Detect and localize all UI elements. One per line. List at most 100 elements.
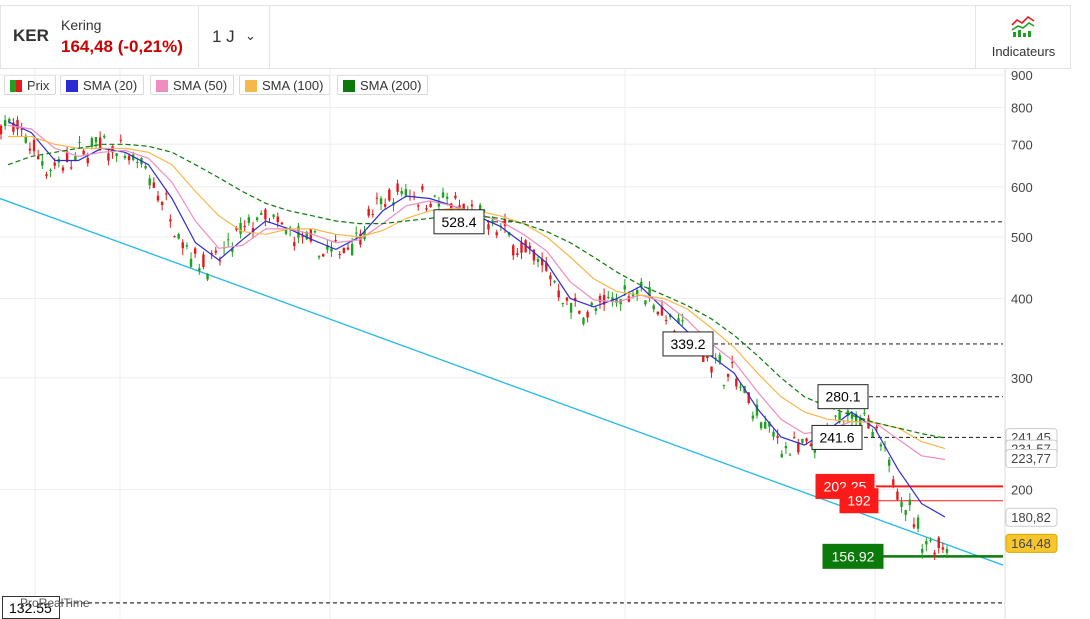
price-candle bbox=[640, 281, 643, 288]
price-candle bbox=[425, 208, 428, 210]
price-candle bbox=[193, 248, 197, 254]
price-candle bbox=[210, 253, 213, 255]
price-candle bbox=[12, 122, 15, 132]
price-candle bbox=[94, 137, 98, 143]
price-candle bbox=[751, 415, 755, 419]
period-selector[interactable]: 1 J bbox=[212, 27, 235, 46]
price-candle bbox=[735, 378, 738, 387]
price-candle bbox=[243, 225, 246, 228]
price-candle bbox=[165, 193, 168, 195]
price-candle bbox=[284, 228, 288, 234]
ticker-symbol[interactable]: KER bbox=[13, 26, 49, 45]
level-label-box bbox=[817, 384, 869, 410]
price-candle bbox=[768, 421, 771, 427]
axis-badge-text: 180,82 bbox=[1011, 510, 1051, 525]
y-tick-label: 200 bbox=[1011, 482, 1033, 497]
price-candle bbox=[797, 442, 800, 453]
price-candle bbox=[49, 169, 52, 171]
price-candle bbox=[334, 239, 337, 242]
price-candle bbox=[260, 212, 263, 215]
price-candle bbox=[322, 253, 325, 257]
price-candle bbox=[218, 260, 222, 262]
indicators-button[interactable]: Indicateurs bbox=[976, 6, 1071, 68]
y-tick-label: 400 bbox=[1011, 292, 1033, 307]
price-candle bbox=[598, 295, 602, 303]
y-tick-label: 700 bbox=[1011, 137, 1033, 152]
price-candle bbox=[301, 236, 304, 238]
chevron-down-icon[interactable]: ⌄ bbox=[245, 28, 256, 43]
axis-badge-text: 164,48 bbox=[1011, 536, 1051, 551]
legend-item-sma100[interactable]: SMA (100) bbox=[239, 75, 331, 95]
price-candle bbox=[152, 182, 156, 188]
price-candle bbox=[177, 234, 180, 239]
price-candle bbox=[247, 217, 251, 223]
price-candle bbox=[739, 386, 742, 388]
price-candle bbox=[342, 247, 346, 254]
level-label-box bbox=[822, 543, 884, 569]
sma-line-3 bbox=[7, 143, 946, 439]
price-candle bbox=[0, 125, 3, 135]
price-candle bbox=[941, 547, 945, 550]
price-candle bbox=[726, 373, 730, 377]
sma20-swatch bbox=[66, 80, 78, 92]
price-candle bbox=[512, 245, 515, 256]
price-candle bbox=[536, 259, 540, 262]
price-candle bbox=[127, 155, 131, 161]
price-candle bbox=[792, 437, 796, 439]
divider bbox=[975, 6, 976, 68]
price-candle bbox=[772, 431, 775, 437]
price-candle bbox=[454, 195, 457, 199]
price-candle bbox=[805, 438, 808, 442]
price-candle bbox=[710, 366, 713, 373]
level-label-text: 241.6 bbox=[819, 429, 854, 445]
price-candle bbox=[185, 245, 189, 247]
price-candle bbox=[635, 289, 639, 296]
price-candle bbox=[681, 320, 684, 322]
price-candle bbox=[706, 356, 709, 359]
price-candle bbox=[755, 404, 759, 416]
sma200-swatch bbox=[343, 80, 355, 92]
price-candle bbox=[346, 247, 350, 250]
price-candle bbox=[28, 148, 32, 151]
price-candle bbox=[809, 444, 812, 446]
price-candle bbox=[70, 167, 73, 169]
level-label-box bbox=[811, 424, 863, 450]
trendline bbox=[0, 197, 1004, 566]
price-candle bbox=[65, 151, 69, 163]
price-candle bbox=[540, 258, 544, 266]
price-candle bbox=[495, 232, 498, 236]
level-label-box bbox=[433, 209, 485, 235]
price-candle bbox=[189, 258, 193, 267]
price-candle bbox=[264, 209, 267, 220]
price-candle bbox=[82, 150, 85, 155]
price-candle bbox=[656, 311, 660, 315]
price-candle bbox=[574, 297, 577, 301]
price-candle bbox=[532, 249, 536, 261]
axis-badge bbox=[1005, 533, 1058, 553]
price-candle bbox=[611, 297, 614, 302]
price-candle bbox=[569, 302, 573, 313]
price-candle bbox=[590, 302, 593, 306]
legend-item-sma200[interactable]: SMA (200) bbox=[337, 75, 429, 95]
price-candle bbox=[557, 290, 560, 298]
price-candle bbox=[859, 417, 862, 429]
price-candle bbox=[32, 139, 36, 152]
price-chart[interactable]: 900 800 700 600 500 400 300 200 528.4 339.2 280.1… bbox=[0, 69, 1090, 619]
price-candle bbox=[470, 204, 474, 207]
price-candle bbox=[929, 539, 932, 541]
divider bbox=[198, 6, 199, 68]
price-candle bbox=[119, 139, 122, 141]
price-candle bbox=[834, 415, 837, 417]
price-candle bbox=[718, 355, 721, 363]
price-candle bbox=[441, 192, 445, 198]
y-tick-label: 300 bbox=[1011, 371, 1033, 386]
price-candle bbox=[371, 214, 374, 216]
price-candle bbox=[305, 231, 308, 240]
price-candle bbox=[838, 412, 841, 423]
price-candle bbox=[747, 392, 750, 403]
price-candle bbox=[202, 254, 205, 268]
price-candle bbox=[623, 285, 626, 290]
axis-badge bbox=[1005, 507, 1058, 527]
price-candle bbox=[879, 444, 883, 447]
price-candle bbox=[297, 226, 300, 238]
